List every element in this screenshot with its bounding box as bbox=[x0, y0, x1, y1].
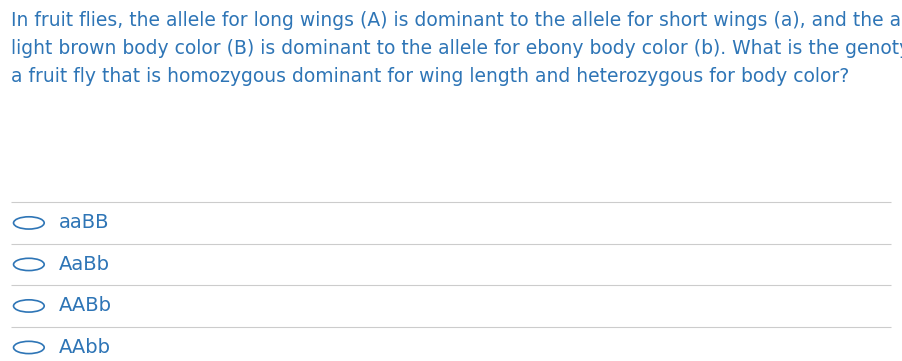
Text: AAbb: AAbb bbox=[59, 338, 111, 357]
Text: In fruit flies, the allele for long wings (A) is dominant to the allele for shor: In fruit flies, the allele for long wing… bbox=[11, 11, 902, 86]
Text: aaBB: aaBB bbox=[59, 213, 109, 232]
Text: AaBb: AaBb bbox=[59, 255, 110, 274]
Text: AABb: AABb bbox=[59, 296, 112, 316]
